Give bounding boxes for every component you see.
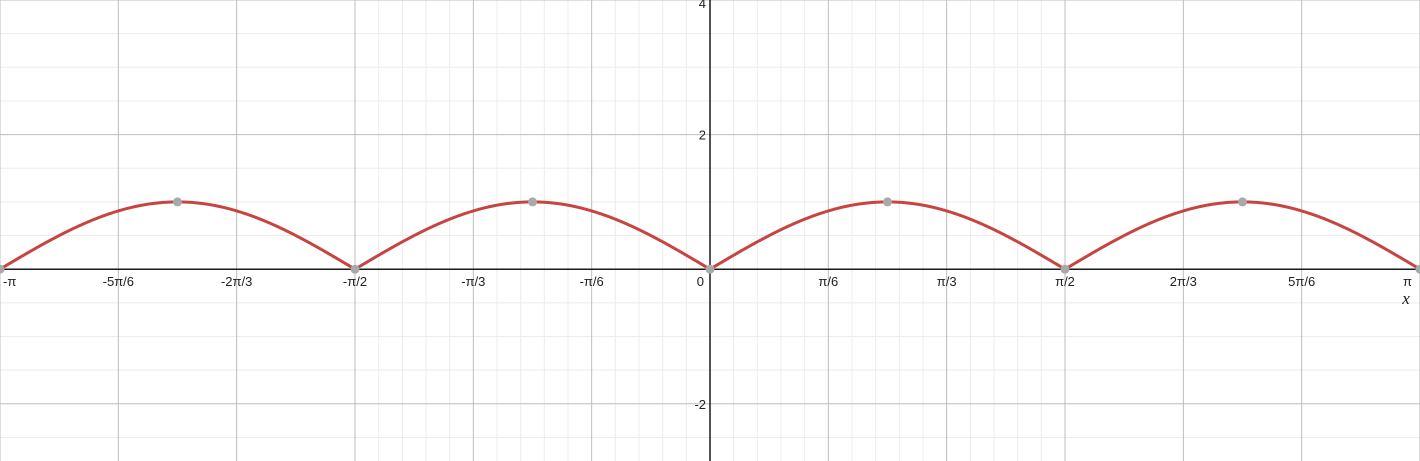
x-tick-label: -π/6: [580, 274, 604, 289]
x-tick-label: 2π/3: [1170, 274, 1197, 289]
x-axis-label: x: [1401, 289, 1410, 308]
x-tick-label: π/6: [818, 274, 838, 289]
x-tick-label: π: [1403, 274, 1412, 289]
data-point[interactable]: [1060, 264, 1070, 274]
data-point[interactable]: [883, 197, 893, 207]
x-tick-label: 0: [697, 274, 704, 289]
data-point[interactable]: [705, 264, 715, 274]
data-point[interactable]: [350, 264, 360, 274]
data-point[interactable]: [0, 264, 5, 274]
data-point[interactable]: [1237, 197, 1247, 207]
data-point[interactable]: [1415, 264, 1420, 274]
label-layer: -π -5π/6 -2π/3 -π/2 -π/3 -π/6 0 π/6 π/3 π/2 2π/3 5π…: [3, 0, 1412, 412]
x-tick-label: -π/3: [461, 274, 485, 289]
data-point[interactable]: [173, 197, 183, 207]
x-tick-label: π/2: [1055, 274, 1075, 289]
x-tick-label: -π/2: [343, 274, 367, 289]
point-layer: [0, 197, 1420, 274]
x-tick-label: 5π/6: [1288, 274, 1315, 289]
y-tick-label: -2: [694, 397, 706, 412]
y-tick-label: 4: [699, 0, 706, 11]
x-tick-label: -2π/3: [221, 274, 252, 289]
y-tick-label: 2: [699, 128, 706, 143]
x-tick-label: π/3: [937, 274, 957, 289]
x-tick-label: -5π/6: [103, 274, 134, 289]
data-point[interactable]: [527, 197, 537, 207]
x-tick-label: -π: [3, 274, 16, 289]
